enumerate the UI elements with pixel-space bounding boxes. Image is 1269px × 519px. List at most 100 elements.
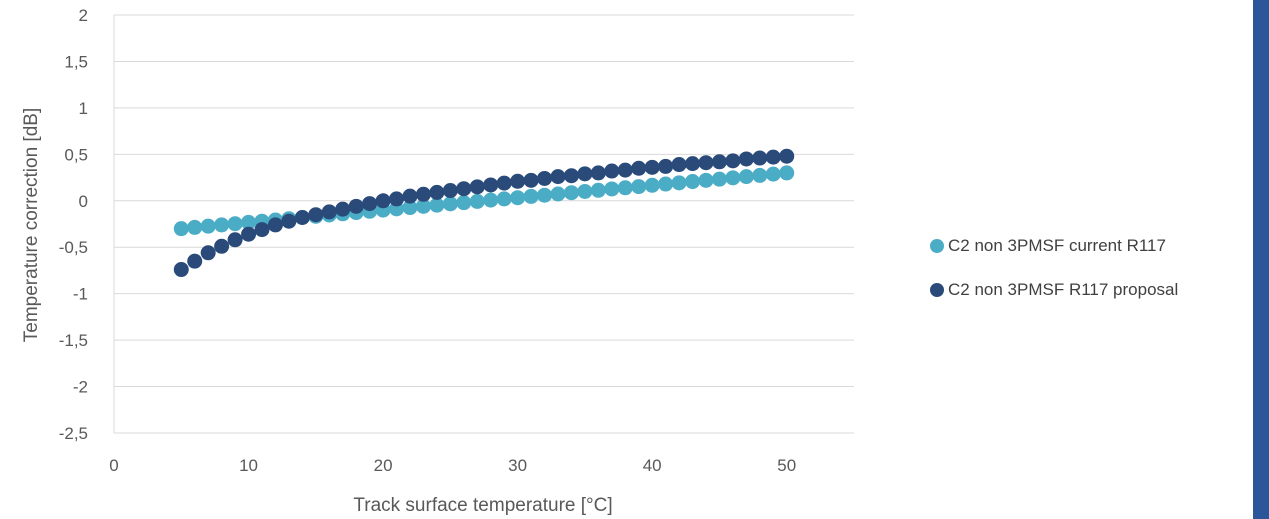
point-current — [711, 171, 727, 187]
point-current — [725, 170, 741, 186]
point-current — [617, 180, 633, 196]
x-tick-label: 40 — [643, 456, 662, 475]
point-proposal — [294, 209, 310, 225]
point-proposal — [496, 175, 512, 191]
y-tick-label: -2,5 — [59, 424, 88, 443]
point-proposal — [685, 156, 701, 172]
point-proposal — [227, 232, 243, 248]
point-proposal — [631, 160, 647, 176]
y-tick-label: -1 — [73, 285, 88, 304]
point-proposal — [375, 193, 391, 209]
point-proposal — [644, 159, 660, 175]
x-tick-label: 0 — [109, 456, 118, 475]
point-proposal — [415, 186, 431, 202]
x-tick-label: 50 — [777, 456, 796, 475]
y-tick-label: -0,5 — [59, 238, 88, 257]
point-proposal — [765, 149, 781, 165]
x-tick-label: 30 — [508, 456, 527, 475]
point-proposal — [658, 158, 674, 174]
point-current — [752, 167, 768, 183]
point-proposal — [671, 157, 687, 173]
point-proposal — [308, 207, 324, 223]
point-current — [779, 165, 795, 181]
point-current — [738, 169, 754, 185]
point-proposal — [348, 198, 364, 214]
point-current — [241, 214, 257, 230]
point-proposal — [577, 166, 593, 182]
point-current — [173, 221, 189, 237]
point-proposal — [711, 154, 727, 170]
point-current — [550, 186, 566, 202]
legend: C2 non 3PMSF current R117 C2 non 3PMSF R… — [930, 234, 1178, 322]
y-tick-label: 1,5 — [64, 52, 88, 71]
point-current — [563, 185, 579, 201]
point-current — [187, 219, 203, 235]
point-current — [469, 193, 485, 209]
point-proposal — [510, 173, 526, 189]
y-tick-label: 0 — [79, 192, 88, 211]
point-proposal — [389, 191, 405, 207]
point-current — [415, 198, 431, 214]
point-proposal — [456, 181, 472, 197]
point-current — [523, 188, 539, 204]
legend-label-current: C2 non 3PMSF current R117 — [948, 236, 1166, 255]
point-current — [402, 200, 418, 216]
point-proposal — [442, 183, 458, 199]
point-proposal — [267, 217, 283, 233]
point-proposal — [752, 150, 768, 166]
legend-item-proposal[interactable]: C2 non 3PMSF R117 proposal — [930, 278, 1178, 302]
point-proposal — [214, 238, 230, 254]
legend-marker-current — [930, 239, 944, 253]
point-current — [604, 181, 620, 197]
legend-item-current[interactable]: C2 non 3PMSF current R117 — [930, 234, 1178, 258]
point-proposal — [254, 222, 270, 238]
x-tick-label: 10 — [239, 456, 258, 475]
point-current — [765, 166, 781, 182]
data-points — [173, 148, 795, 278]
point-proposal — [402, 188, 418, 204]
point-proposal — [200, 245, 216, 261]
point-current — [644, 177, 660, 193]
side-accent-bar — [1253, 0, 1269, 519]
y-tick-label: 1 — [79, 99, 88, 118]
point-proposal — [523, 172, 539, 188]
y-tick-label: 0,5 — [64, 145, 88, 164]
point-current — [590, 182, 606, 198]
y-axis-title: Temperature correction [dB] — [21, 108, 42, 342]
legend-marker-proposal — [930, 283, 944, 297]
point-current — [214, 217, 230, 233]
point-proposal — [429, 184, 445, 200]
point-current — [429, 197, 445, 213]
point-proposal — [738, 151, 754, 167]
x-axis-title: Track surface temperature [°C] — [353, 495, 612, 516]
x-tick-labels: 0 10 20 30 40 50 — [109, 456, 796, 475]
y-tick-labels: 2 1,5 1 0,5 0 -0,5 -1 -1,5 -2 -2,5 — [59, 6, 88, 443]
y-tick-label: 2 — [79, 6, 88, 25]
point-proposal — [335, 201, 351, 217]
point-current — [577, 183, 593, 199]
point-proposal — [537, 170, 553, 186]
point-proposal — [725, 153, 741, 169]
y-tick-label: -2 — [73, 378, 88, 397]
point-proposal — [617, 162, 633, 178]
point-proposal — [550, 169, 566, 185]
point-proposal — [241, 226, 257, 242]
point-proposal — [563, 168, 579, 184]
point-current — [483, 192, 499, 208]
point-current — [658, 176, 674, 192]
point-current — [685, 174, 701, 190]
point-current — [631, 179, 647, 195]
point-proposal — [362, 196, 378, 212]
point-current — [510, 190, 526, 206]
point-current — [537, 187, 553, 203]
point-proposal — [604, 163, 620, 179]
point-current — [496, 191, 512, 207]
point-current — [671, 175, 687, 191]
point-proposal — [590, 165, 606, 181]
point-current — [442, 196, 458, 212]
point-proposal — [469, 179, 485, 195]
point-current — [456, 195, 472, 211]
legend-label-proposal: C2 non 3PMSF R117 proposal — [948, 280, 1179, 299]
x-tick-label: 20 — [374, 456, 393, 475]
